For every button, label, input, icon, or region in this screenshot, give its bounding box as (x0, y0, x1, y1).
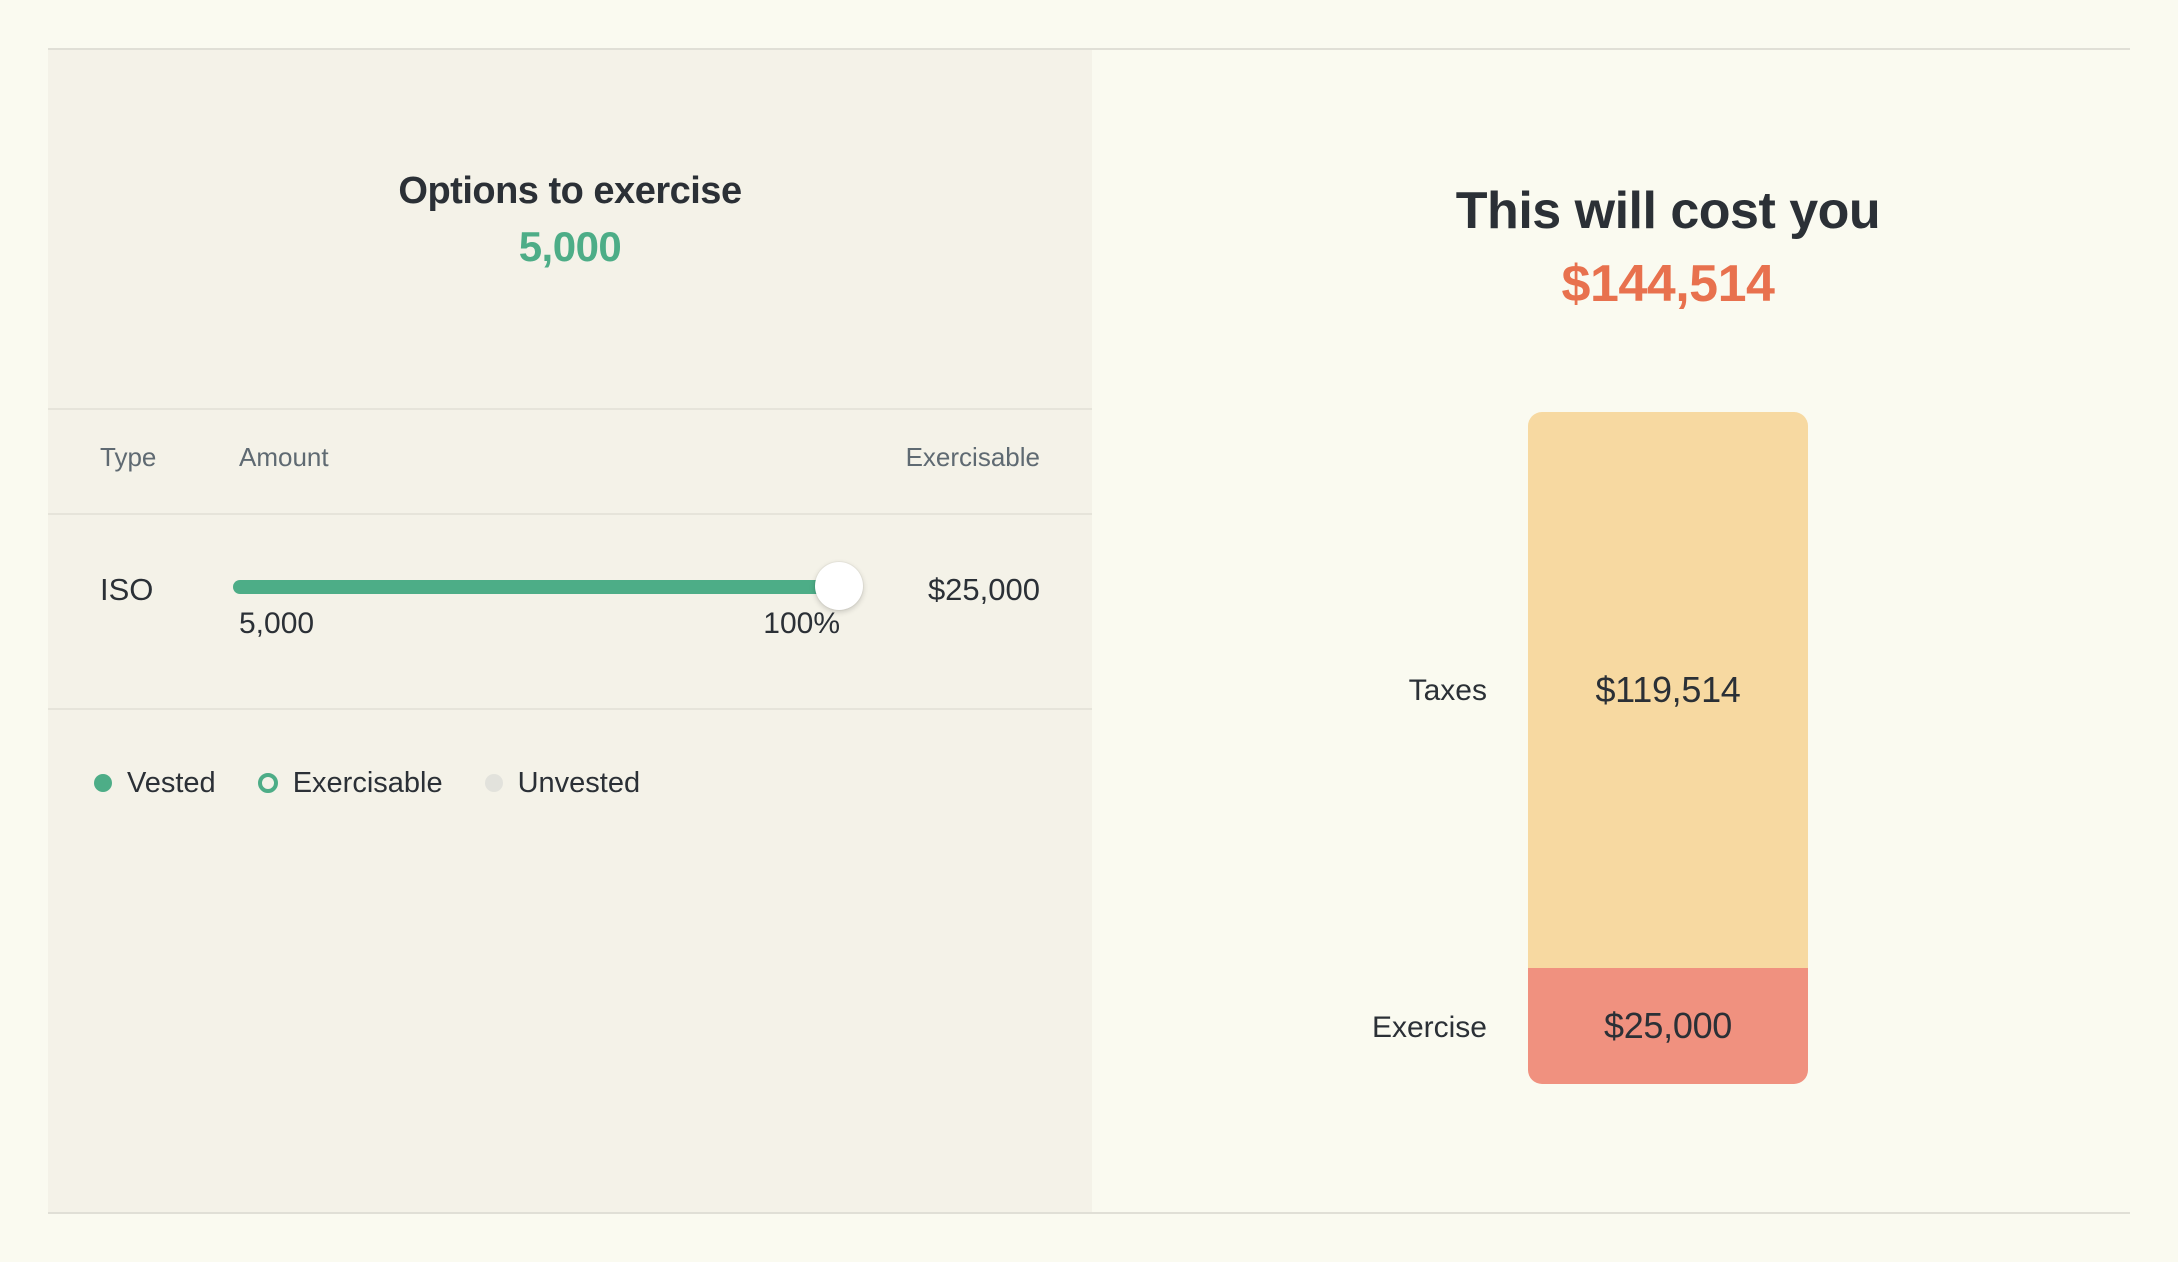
slider-percent-value: 100% (763, 607, 840, 640)
exercisable-circle-icon (257, 773, 278, 793)
exercise-bar-segment: $25,000 (1528, 968, 1808, 1084)
taxes-bar-value: $119,514 (1595, 669, 1741, 710)
legend-label-vested: Vested (127, 766, 216, 799)
top-border (48, 48, 2130, 50)
column-header-exercisable: Exercisable (905, 442, 1040, 472)
legend-item-unvested: Unvested (484, 766, 641, 800)
exercisable-amount: $25,000 (927, 572, 1040, 607)
bottom-border (48, 1212, 2130, 1214)
divider (48, 408, 1092, 410)
amount-slider-handle[interactable] (815, 562, 863, 610)
column-header-amount: Amount (239, 442, 329, 472)
legend-item-vested: Vested (94, 767, 216, 800)
divider (48, 513, 1092, 515)
cost-title: This will cost you (1455, 182, 1881, 240)
column-header-type: Type (100, 442, 157, 472)
exercise-axis-label: Exercise (1371, 1011, 1487, 1044)
option-type-label: ISO (100, 572, 154, 607)
legend-label-unvested: Unvested (517, 766, 641, 799)
vested-dot-icon (94, 774, 112, 792)
cost-total-value: $144,514 (1561, 255, 1775, 313)
options-count-value: 5,000 (518, 223, 622, 270)
taxes-axis-label: Taxes (1408, 674, 1487, 707)
stacked-cost-bar: $119,514 $25,000 (1528, 412, 1808, 1084)
divider (48, 708, 1092, 710)
legend-label-exercisable: Exercisable (292, 766, 443, 799)
exercise-bar-value: $25,000 (1603, 1005, 1733, 1046)
cost-breakdown-chart: Taxes Exercise $119,514 $25,000 (0, 412, 2178, 1084)
options-panel-title: Options to exercise (398, 170, 742, 212)
taxes-bar-segment: $119,514 (1528, 412, 1808, 968)
amount-slider-track[interactable] (233, 580, 845, 594)
legend-item-exercisable: Exercisable (257, 766, 443, 800)
options-to-exercise-panel: Options to exercise 5,000 Type Amount Ex… (48, 50, 1092, 1212)
slider-amount-value: 5,000 (239, 607, 315, 640)
vesting-legend: Vested Exercisable Unvested (94, 759, 640, 807)
unvested-dot-icon (484, 774, 503, 792)
